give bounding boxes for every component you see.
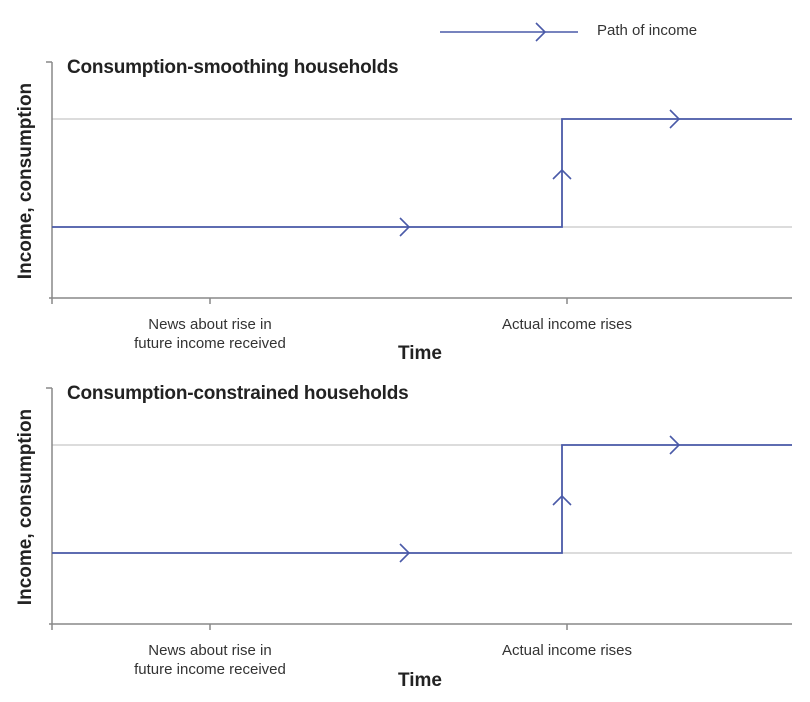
tick-label-news-line1: News about rise in	[148, 316, 272, 333]
tick-label-news-line2: future income received	[134, 335, 286, 352]
plot-area	[46, 61, 792, 304]
legend-path-arrow-icon	[440, 22, 578, 42]
tick-label-news-line1: News about rise in	[148, 642, 272, 659]
panel-title: Consumption-constrained households	[67, 383, 409, 404]
tick-label-news: News about rise in future income receive…	[110, 315, 310, 353]
tick-label-news: News about rise in future income receive…	[110, 641, 310, 679]
x-axis-label: Time	[397, 343, 442, 364]
legend: Path of income	[440, 18, 740, 46]
y-axis-label: Income, consumption	[15, 408, 36, 606]
y-axis-label: Income, consumption	[15, 82, 36, 280]
panel-title: Consumption-smoothing households	[67, 57, 399, 78]
tick-label-actual: Actual income rises	[501, 642, 633, 659]
panel-consumption-smoothing: Consumption-smoothing households Income,…	[0, 0, 810, 364]
plot-area	[46, 387, 792, 630]
panel-consumption-constrained: Consumption-constrained households Incom…	[0, 326, 810, 691]
legend-label: Path of income	[597, 22, 698, 39]
tick-label-news-line2: future income received	[134, 661, 286, 678]
tick-label-actual: Actual income rises	[501, 316, 633, 333]
x-axis-label: Time	[397, 670, 442, 691]
